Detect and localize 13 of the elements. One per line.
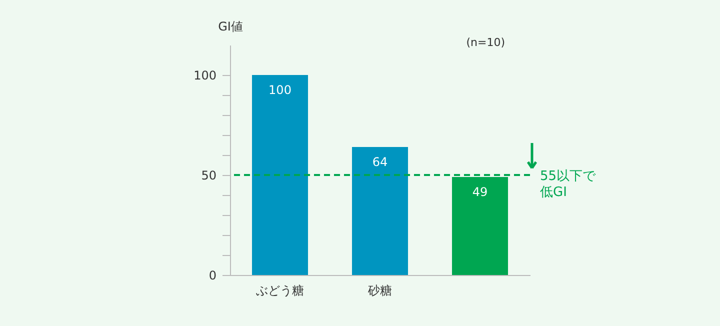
y-axis-title: GI値 (218, 20, 243, 34)
data-label: 49 (472, 185, 488, 199)
y-tick-label: 50 (201, 168, 216, 182)
x-tick-label: 砂糖 (367, 284, 392, 298)
y-tick-label: 0 (208, 268, 216, 282)
annotation: (n=10) (466, 36, 505, 49)
x-tick-label: ぶどう糖 (256, 284, 304, 298)
bar (252, 75, 308, 275)
y-tick-label: 100 (194, 68, 216, 82)
data-label: 64 (372, 155, 388, 169)
bar (352, 147, 408, 275)
ref-line-label: 55以下で低GI (540, 169, 597, 200)
data-label: 100 (268, 83, 292, 97)
